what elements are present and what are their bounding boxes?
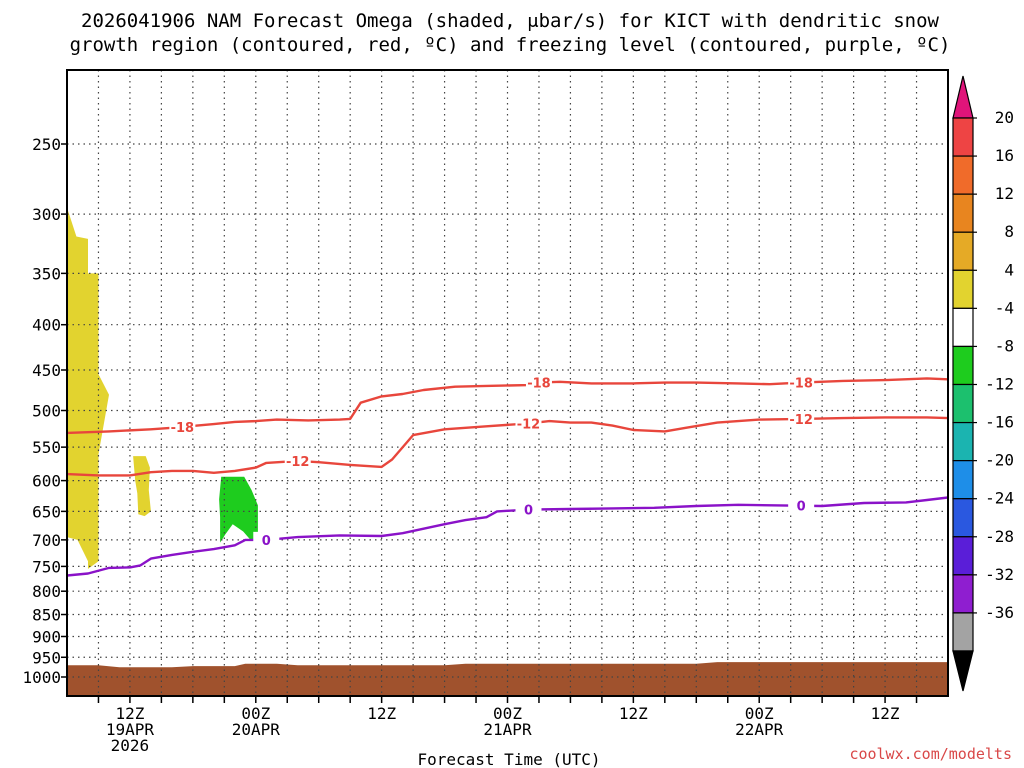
x-tick-label: 19APR [106, 720, 155, 739]
y-tick-label-550: 550 [32, 438, 61, 457]
colorbar-swatch [952, 536, 974, 576]
contour-label--12: -12 [286, 455, 310, 470]
colorbar-swatch [952, 307, 974, 348]
colorbar-swatch [952, 612, 974, 652]
colorbar-label: -24 [985, 489, 1014, 508]
colorbar-label: 4 [1004, 260, 1014, 279]
contour--18 [67, 377, 948, 435]
contour-label--18: -18 [171, 421, 195, 436]
colorbar-swatch [952, 421, 974, 462]
contour-label--12: -12 [517, 417, 541, 432]
contour-label-bg [169, 418, 196, 434]
colorbar-label: -28 [985, 527, 1014, 546]
x-tick-label: 22APR [735, 720, 784, 739]
contour-label--18: -18 [789, 377, 813, 392]
colorbar-swatch [952, 383, 974, 424]
y-axis-ticks: 250 300 350 400 450 500 550 600 650 700 750 800 850 9… [22, 135, 67, 687]
x-tick-label: 00Z [241, 704, 270, 723]
contour-label-bg [788, 374, 815, 390]
contour-label-0: 0 [524, 504, 533, 519]
x-tick-label: 12Z [367, 704, 396, 723]
y-tick-label-450: 450 [32, 361, 61, 380]
contour-label-bg [515, 501, 542, 517]
chart-title-line1: 2026041906 NAM Forecast Omega (shaded, μ… [81, 10, 939, 32]
y-tick-label-600: 600 [32, 472, 61, 491]
colorbar-label: -16 [985, 413, 1014, 432]
colorbar-label: 12 [995, 184, 1014, 203]
colorbar-swatch [952, 498, 974, 538]
colorbar-label: -4 [995, 298, 1014, 317]
x-tick-label: 12Z [619, 704, 648, 723]
colorbar-swatch [952, 155, 974, 195]
colorbar-bottom-arrow [952, 650, 974, 692]
y-tick-label-350: 350 [32, 264, 61, 283]
credit-text: coolwx.com/modelts [849, 745, 1012, 763]
contour-label-bg [253, 531, 280, 547]
y-tick-label-900: 900 [32, 627, 61, 646]
colorbar-swatch [952, 460, 974, 500]
colorbar-label: -12 [985, 375, 1014, 394]
x-tick-label: 12Z [871, 704, 900, 723]
y-tick-label-650: 650 [32, 502, 61, 521]
contour-labels: -18 -18 -18 -12 -12 -12 0 0 0 [169, 374, 815, 549]
x-axis-label: Forecast Time (UTC) [417, 750, 600, 768]
contour-0 [67, 496, 948, 577]
y-tick-label-400: 400 [32, 316, 61, 335]
y-tick-label-700: 700 [32, 531, 61, 550]
colorbar-label: -32 [985, 565, 1014, 584]
colorbar-label: 16 [995, 146, 1014, 165]
colorbar-swatch [952, 193, 974, 233]
y-tick-label-300: 300 [32, 205, 61, 224]
y-tick-label-1000: 1000 [22, 668, 61, 687]
y-tick-label-950: 950 [32, 648, 61, 667]
colorbar-swatch [952, 345, 974, 386]
contour-label--18: -18 [527, 377, 551, 392]
colorbar-label: -20 [985, 451, 1014, 470]
omega-neg8to4-green [219, 476, 258, 543]
colorbar-swatch [952, 574, 974, 614]
contour-label-bg [788, 497, 815, 513]
x-tick-label: 2026 [111, 736, 150, 755]
colorbar-label: -36 [985, 603, 1014, 622]
contour-label--12: -12 [789, 413, 813, 428]
contour-label-bg [284, 452, 311, 468]
x-tick-label: 12Z [115, 704, 144, 723]
colorbar-swatch [952, 269, 974, 309]
x-tick-label: 20APR [232, 720, 281, 739]
colorbar-top-arrow [952, 75, 974, 119]
colorbar-label: 8 [1004, 222, 1014, 241]
y-tick-label-750: 750 [32, 557, 61, 576]
y-tick-label-250: 250 [32, 135, 61, 154]
shaded-regions [67, 207, 948, 696]
contour--12 [67, 416, 948, 477]
y-tick-label-500: 500 [32, 402, 61, 421]
colorbar-label: 20 [995, 108, 1014, 127]
contour-label-bg [525, 374, 552, 390]
omega-4to8-column [67, 207, 109, 569]
x-tick-label: 00Z [493, 704, 522, 723]
colorbar-label: -8 [995, 336, 1014, 355]
contour-label-0: 0 [797, 500, 806, 515]
colorbar: 20 16 12 8 4 -4 -8 -12 -16 -20 -24 -28 -32 -36 [952, 75, 1014, 692]
x-tick-label: 21APR [483, 720, 532, 739]
terrain [67, 662, 948, 696]
colorbar-swatch [952, 231, 974, 271]
chart-title-line2: growth region (contoured, red, ºC) and f… [70, 34, 951, 56]
contour-label-bg [788, 410, 815, 426]
y-tick-label-850: 850 [32, 606, 61, 625]
contour-label-0: 0 [262, 534, 271, 549]
omega-4to8-small [133, 456, 151, 517]
contour-label-bg [515, 415, 542, 431]
contours [67, 377, 948, 577]
colorbar-swatch [952, 117, 974, 157]
x-tick-label: 00Z [745, 704, 774, 723]
y-tick-label-800: 800 [32, 582, 61, 601]
